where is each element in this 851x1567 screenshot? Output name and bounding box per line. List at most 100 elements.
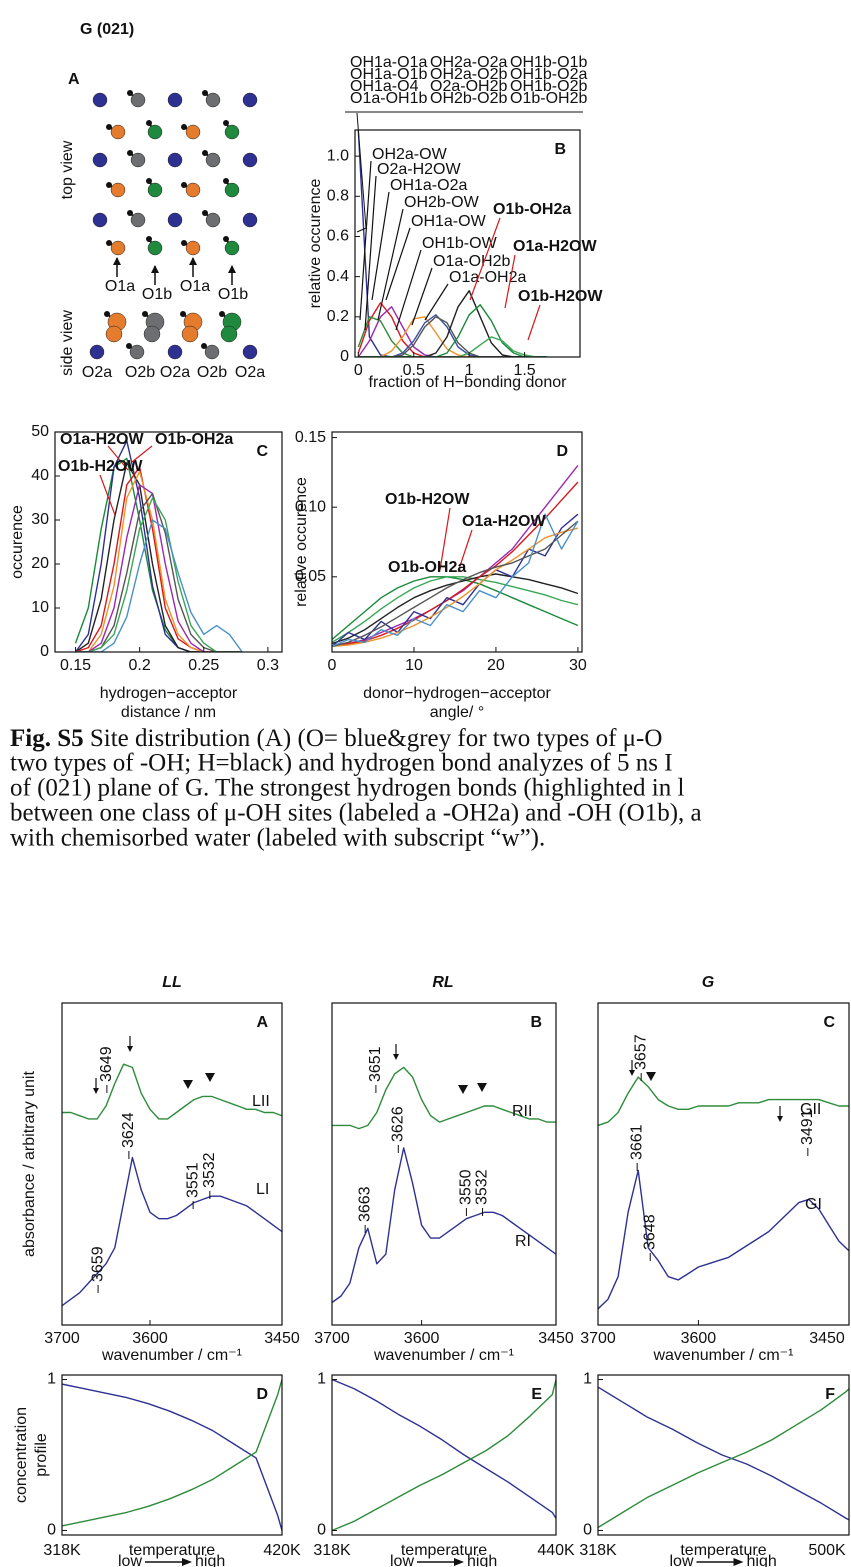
annotation: O1b-OH2a xyxy=(388,559,466,576)
peak-label: 3624 xyxy=(120,1112,137,1148)
hydrogen xyxy=(127,210,133,216)
y-tick-label: 1 xyxy=(583,1371,592,1388)
hydrogen xyxy=(202,150,208,156)
data-line xyxy=(75,492,243,652)
x-tick-label: 3700 xyxy=(44,1330,80,1347)
header-entry: OH1a-O1a xyxy=(350,54,427,71)
data-line xyxy=(332,1147,556,1304)
arrow-head xyxy=(151,265,159,273)
x-tick-label: 3600 xyxy=(681,1330,717,1347)
hydrogen xyxy=(180,311,186,317)
hydrogen xyxy=(219,311,225,317)
y-tick-label: 1 xyxy=(47,1371,56,1388)
data-line xyxy=(358,316,547,357)
caption-text: Site distribution (A) (O= blue&grey for … xyxy=(84,725,663,752)
caption-line: two types of -OH; H=black) and hydrogen … xyxy=(10,750,673,777)
peak-label: 3657 xyxy=(632,1034,649,1070)
y-axis-label: profile xyxy=(33,1433,50,1477)
hydrogen xyxy=(104,311,110,317)
x-tick-label: 500K xyxy=(808,1542,846,1559)
x-tick-label: 3700 xyxy=(314,1330,350,1347)
spectra-title: LL xyxy=(162,974,182,991)
atom xyxy=(167,344,183,360)
hydrogen xyxy=(146,236,152,242)
x-tick-label: 3600 xyxy=(132,1330,168,1347)
spectra-title: G xyxy=(702,974,714,991)
data-line xyxy=(358,304,547,357)
panel-letter: D xyxy=(556,443,568,460)
data-line xyxy=(62,1379,282,1527)
leader xyxy=(107,445,129,471)
x-tick-label: 0 xyxy=(328,657,337,674)
atom xyxy=(105,325,123,343)
range-label: high xyxy=(467,1553,497,1567)
y-tick-label: 30 xyxy=(31,511,49,528)
view-label: side view xyxy=(59,310,76,376)
atom xyxy=(89,344,105,360)
data-line xyxy=(75,462,243,652)
data-line xyxy=(598,1076,849,1127)
x-axis-label: hydrogen−acceptor xyxy=(100,685,238,702)
leader xyxy=(411,267,433,326)
caption-line: Fig. S5 Site distribution (A) (O= blue&g… xyxy=(10,725,662,752)
data-line xyxy=(358,290,547,357)
x-axis-label: wavenumber / cm⁻¹ xyxy=(652,1347,793,1364)
header-entry: OH2a-O2b xyxy=(430,66,507,83)
header-entry: OH2b-O2b xyxy=(430,90,507,107)
data-line xyxy=(332,576,579,643)
annotation: O1a-OH2b xyxy=(433,253,510,270)
range-arrow-head xyxy=(733,1558,744,1566)
annotation: OH1a-O2a xyxy=(390,177,467,194)
y-tick-label: 0.05 xyxy=(295,568,326,585)
header-entry: O2a-OH2b xyxy=(430,78,507,95)
header-entry: OH1a-O1b xyxy=(350,66,427,83)
x-tick-label: 3450 xyxy=(264,1330,300,1347)
atom xyxy=(92,212,108,228)
site-label: O1b xyxy=(218,286,248,303)
atom xyxy=(129,344,145,360)
caption-line: of (021) plane of G. The strongest hydro… xyxy=(10,775,684,802)
data-line xyxy=(332,1379,556,1532)
atom xyxy=(143,325,161,343)
leader xyxy=(385,227,411,301)
hydrogen xyxy=(202,210,208,216)
peak-label: 3663 xyxy=(356,1186,373,1222)
annotation: OH2a-OW xyxy=(372,146,448,163)
hydrogen xyxy=(142,311,148,317)
x-tick-label: 0.3 xyxy=(257,657,279,674)
leader xyxy=(131,445,153,463)
atom xyxy=(205,152,221,168)
x-axis-label: wavenumber / cm⁻¹ xyxy=(373,1347,514,1364)
atom xyxy=(220,325,238,343)
y-tick-label: 0 xyxy=(47,1522,56,1539)
atom xyxy=(181,325,199,343)
spectra-title: RL xyxy=(432,974,453,991)
data-line xyxy=(332,513,579,648)
x-axis-label: temperature xyxy=(129,1542,215,1559)
leader xyxy=(439,507,451,571)
y-tick-label: 1 xyxy=(317,1371,326,1388)
leader xyxy=(377,208,404,321)
y-tick-label: 40 xyxy=(31,467,49,484)
leader xyxy=(504,254,516,309)
panel-letter: D xyxy=(256,1386,268,1403)
plot-frame xyxy=(331,431,583,653)
leader xyxy=(469,217,501,301)
x-tick-label: 420K xyxy=(263,1542,301,1559)
x-tick-label: 3450 xyxy=(538,1330,574,1347)
hydrogen xyxy=(223,178,229,184)
data-line xyxy=(74,440,243,652)
series-label: LII xyxy=(252,1093,270,1110)
x-tick-label: 3700 xyxy=(580,1330,616,1347)
triangle-marker xyxy=(205,1073,215,1082)
arrow-head xyxy=(127,1046,133,1052)
peak-label: 3626 xyxy=(390,1106,407,1142)
data-line xyxy=(62,1063,282,1120)
header-entry: O1a-OH1b xyxy=(350,90,427,107)
data-line xyxy=(75,466,243,652)
range-arrow-head xyxy=(454,1558,464,1566)
site-label: O2a xyxy=(160,364,190,381)
leader xyxy=(424,283,449,321)
x-tick-label: 20 xyxy=(487,657,505,674)
series-label: GI xyxy=(805,1196,822,1213)
